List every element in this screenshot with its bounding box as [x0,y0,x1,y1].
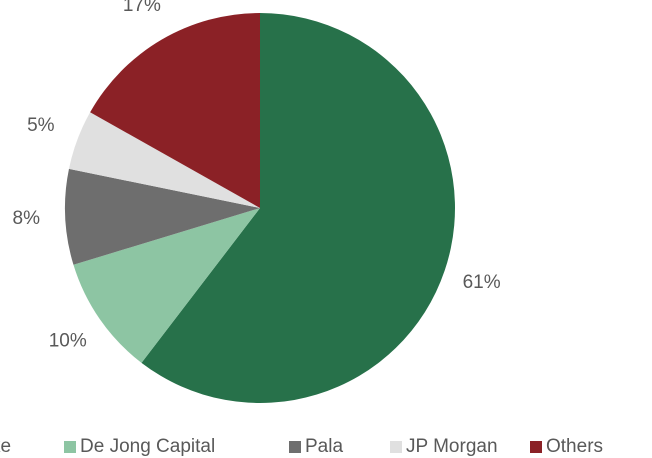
data-label: 10% [49,330,87,351]
data-label: 5% [27,115,55,136]
data-label: 61% [463,272,501,293]
pie-slice [90,13,260,208]
pie-slice [73,208,260,363]
legend-marker [289,441,301,453]
legend-label: ke [0,436,11,457]
legend-label: Others [546,436,603,457]
legend-marker [530,441,542,453]
pie-slice [141,13,455,403]
data-label: 8% [13,208,41,229]
legend-marker [390,441,402,453]
pie-slice [64,168,260,265]
legend-label: Pala [305,436,343,457]
legend-marker [64,441,76,453]
legend-label: De Jong Capital [80,436,215,457]
pie-slice [68,112,261,208]
data-label: 17% [123,0,161,16]
legend-label: JP Morgan [406,436,498,457]
